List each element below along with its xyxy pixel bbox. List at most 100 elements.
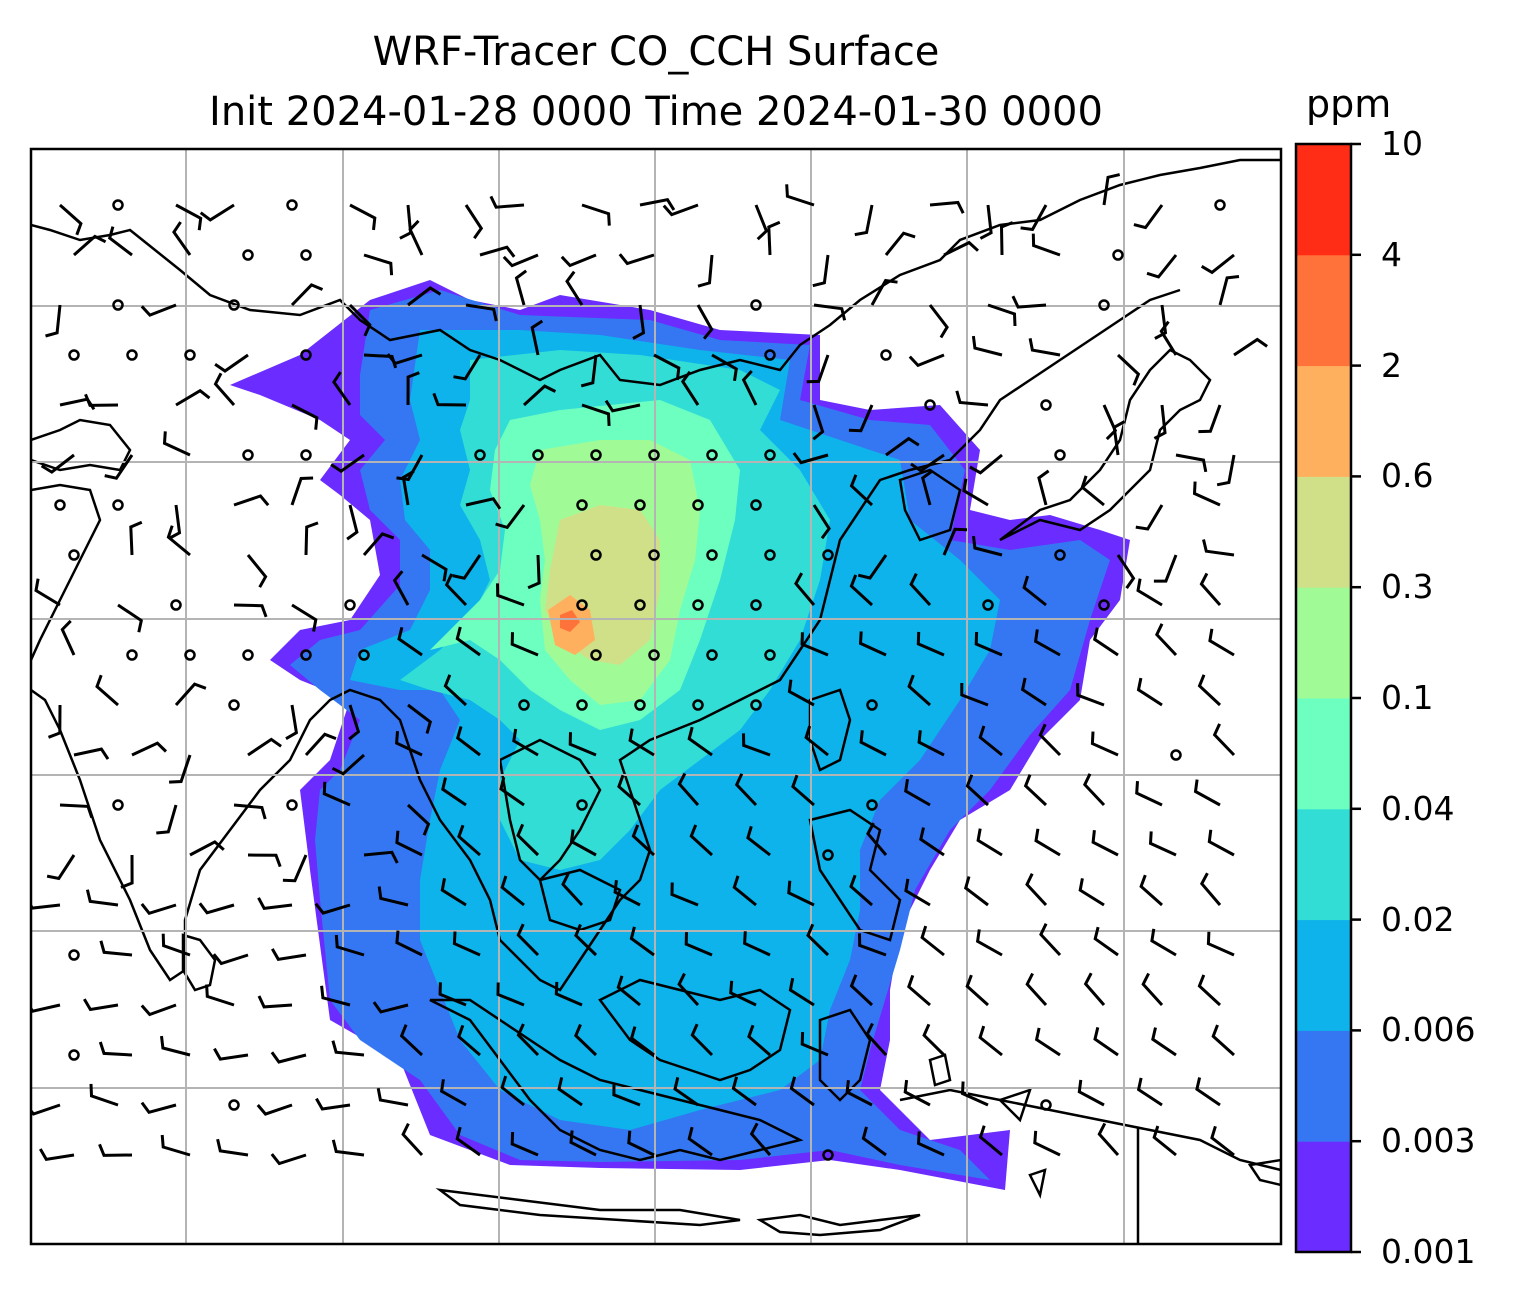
wind-barb bbox=[406, 371, 420, 406]
wind-barb bbox=[916, 1131, 945, 1157]
calm-marker bbox=[344, 599, 356, 611]
wind-barb bbox=[858, 933, 887, 957]
wind-barb bbox=[233, 603, 268, 618]
wind-barb bbox=[673, 1077, 699, 1107]
wind-barb bbox=[257, 897, 293, 911]
wind-barb bbox=[697, 254, 714, 288]
wind-barb bbox=[189, 840, 225, 857]
wind-barb bbox=[1211, 1024, 1236, 1057]
calm-marker bbox=[532, 449, 544, 461]
wind-barb bbox=[1207, 829, 1235, 857]
wind-barb bbox=[516, 923, 540, 957]
wind-barb bbox=[47, 704, 62, 739]
wind-barb bbox=[1112, 420, 1126, 456]
wind-barb bbox=[943, 240, 980, 257]
calm-marker bbox=[286, 199, 298, 211]
calm-marker bbox=[68, 949, 80, 961]
wind-barb bbox=[849, 874, 873, 907]
calm-marker bbox=[750, 599, 762, 611]
wind-barb bbox=[1038, 723, 1062, 757]
wind-barb bbox=[1146, 254, 1178, 279]
wind-barb bbox=[870, 278, 898, 306]
wind-barb bbox=[978, 1025, 1003, 1057]
wind-barb bbox=[1039, 923, 1062, 957]
wind-barb bbox=[907, 674, 931, 707]
wind-barb bbox=[859, 730, 887, 757]
wind-barb bbox=[408, 219, 424, 256]
wind-barb bbox=[580, 354, 598, 388]
calm-marker bbox=[706, 649, 718, 661]
calm-marker bbox=[822, 849, 834, 861]
wind-barb bbox=[174, 682, 207, 706]
wind-barb bbox=[1216, 454, 1236, 487]
wind-barb bbox=[530, 319, 544, 356]
wind-barb bbox=[527, 554, 541, 590]
wind-barb bbox=[510, 1131, 539, 1157]
wind-barb bbox=[496, 982, 525, 1007]
wind-barb bbox=[1153, 554, 1178, 583]
calm-marker bbox=[1040, 1099, 1052, 1111]
wind-barb bbox=[214, 353, 249, 373]
wind-barb bbox=[401, 1122, 424, 1157]
calm-marker bbox=[228, 699, 240, 711]
wind-barb bbox=[1083, 773, 1106, 807]
wind-barb bbox=[59, 803, 94, 819]
wind-barb bbox=[569, 1130, 597, 1157]
calm-marker bbox=[634, 699, 646, 711]
wind-barb bbox=[1192, 481, 1221, 507]
wind-barb bbox=[131, 741, 168, 757]
wind-barb bbox=[629, 1026, 655, 1057]
colorbar-tick-label: 0.003 bbox=[1381, 1121, 1476, 1161]
wind-barb bbox=[175, 203, 203, 231]
wind-barb bbox=[1093, 926, 1119, 957]
wind-barb bbox=[73, 747, 110, 760]
wind-barb bbox=[767, 220, 781, 256]
wind-barb bbox=[156, 804, 178, 835]
wind-barb bbox=[687, 1126, 713, 1157]
wind-barb bbox=[866, 822, 888, 856]
calm-marker bbox=[648, 649, 660, 661]
wind-barb bbox=[439, 1079, 467, 1107]
wind-barb bbox=[689, 824, 714, 857]
calm-marker bbox=[880, 349, 892, 361]
wind-barb bbox=[489, 195, 525, 209]
wind-barb bbox=[160, 1035, 191, 1057]
calm-marker bbox=[1214, 199, 1226, 211]
wind-barb bbox=[792, 452, 829, 465]
wind-barb bbox=[729, 980, 757, 1007]
wind-barb bbox=[979, 204, 993, 240]
wind-barb bbox=[1218, 275, 1240, 306]
wind-barb bbox=[987, 303, 1017, 327]
wind-barb bbox=[1076, 683, 1105, 707]
wind-barb bbox=[213, 372, 236, 406]
wind-barb bbox=[800, 632, 829, 657]
colorbar-tick-label: 10 bbox=[1381, 124, 1423, 163]
wind-barb bbox=[421, 553, 448, 582]
wind-barb bbox=[346, 504, 359, 541]
contour-2 bbox=[560, 610, 580, 632]
calm-marker bbox=[112, 299, 124, 311]
wind-barb bbox=[168, 504, 182, 540]
wind-barb bbox=[349, 203, 377, 231]
map-frame bbox=[29, 147, 1283, 1246]
wind-barb bbox=[282, 854, 308, 883]
colorbar-tick-label: 0.1 bbox=[1381, 678, 1434, 717]
wind-barb bbox=[565, 270, 584, 306]
wind-barb bbox=[1141, 972, 1164, 1007]
wind-barb bbox=[972, 535, 1003, 557]
wind-barb bbox=[907, 974, 931, 1007]
wind-barb bbox=[955, 390, 989, 407]
wind-barb bbox=[904, 878, 931, 907]
wind-barb bbox=[85, 889, 119, 907]
wind-barb bbox=[731, 1076, 757, 1107]
calm-marker bbox=[1040, 399, 1052, 411]
wind-barb bbox=[362, 532, 395, 556]
wind-barbs bbox=[31, 173, 1268, 1166]
calm-marker bbox=[822, 549, 834, 561]
wind-barb bbox=[205, 984, 235, 1007]
colorbar-tick-label: 0.02 bbox=[1381, 899, 1455, 939]
calm-marker bbox=[184, 649, 196, 661]
calm-marker bbox=[300, 649, 312, 661]
wind-barb bbox=[453, 354, 482, 381]
wind-barb bbox=[334, 934, 365, 957]
